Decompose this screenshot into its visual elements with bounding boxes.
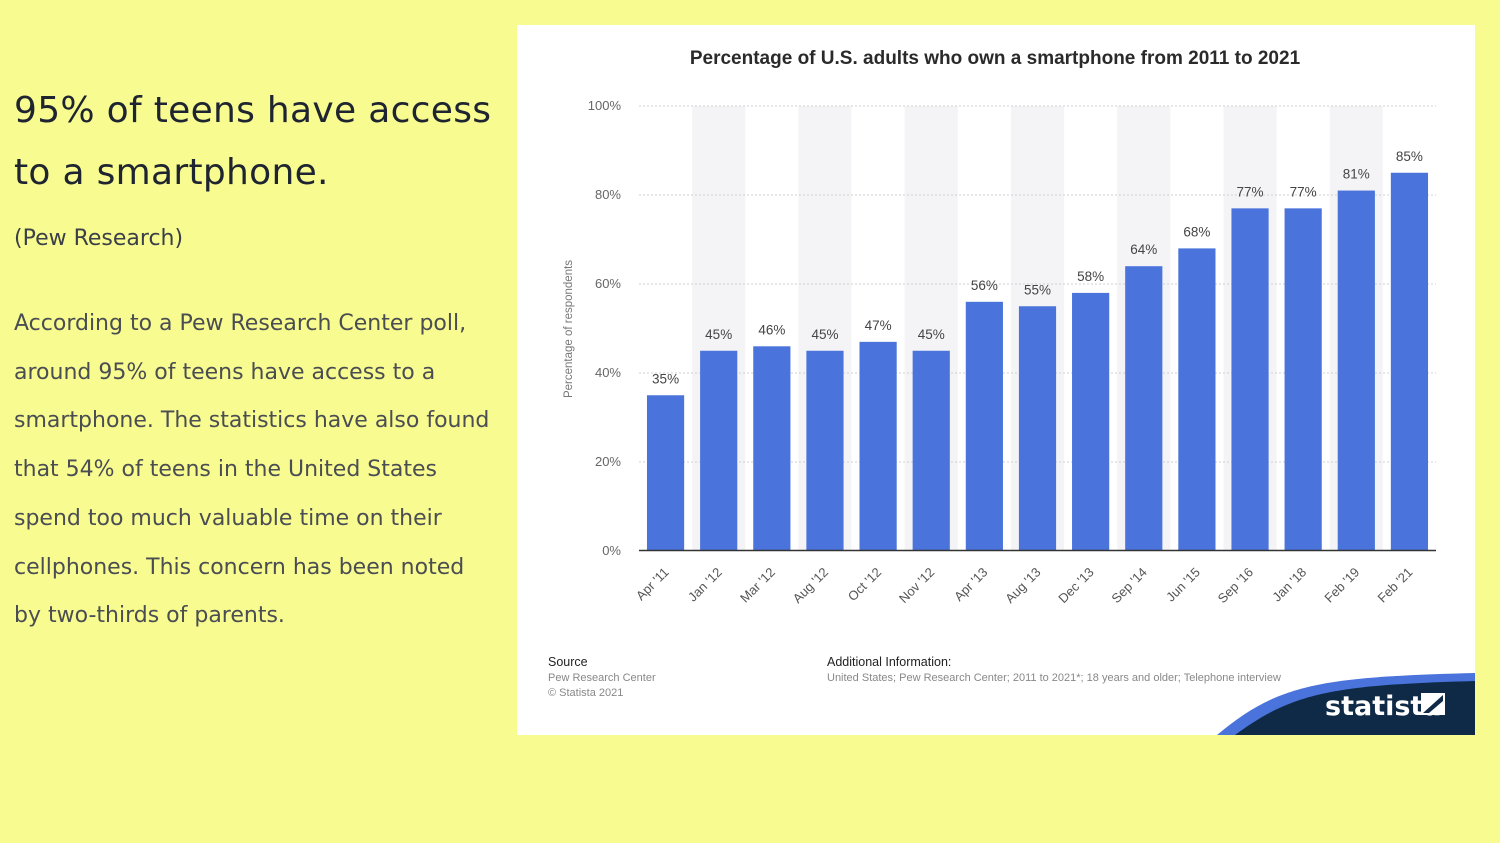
x-tick-label: Feb '19 [1321,565,1362,606]
footer-info-text: United States; Pew Research Center; 2011… [827,672,1281,684]
bar [1390,172,1429,551]
bar [646,395,685,551]
y-tick-label: 20% [595,454,621,469]
data-label: 55% [1024,282,1051,297]
x-tick-label: Aug '13 [1002,565,1043,606]
data-label: 85% [1396,149,1423,164]
brand-band [1235,681,1475,735]
bar [753,346,791,551]
bar [1125,266,1163,551]
x-tick-label: Dec '13 [1055,565,1096,606]
x-tick-label: Mar '12 [737,565,778,606]
bar [912,350,950,551]
data-label: 56% [971,278,998,293]
slide-heading: 95% of teens have access to a smartphone… [14,90,492,193]
bar [1284,208,1322,551]
x-tick-label: Jun '15 [1163,565,1203,605]
footer-source-name[interactable]: Pew Research Center [548,672,656,684]
footer-info-heading: Additional Information: [827,655,951,669]
data-label: 35% [652,371,679,386]
x-tick-label: Oct '12 [845,565,884,604]
data-label: 68% [1183,224,1210,239]
bar [859,341,897,551]
data-label: 45% [705,327,732,342]
bar [1337,190,1375,552]
bar [965,301,1003,551]
x-tick-label: Sep '16 [1215,565,1256,606]
bar [700,350,738,551]
bar [1178,248,1216,551]
data-label: 64% [1130,242,1157,257]
bar [806,350,844,551]
source-note: (Pew Research) [14,226,184,251]
bar [1072,292,1110,551]
x-tick-label: Nov '12 [896,565,937,606]
data-label: 77% [1290,184,1317,199]
data-label: 58% [1077,269,1104,284]
data-label: 77% [1237,184,1264,199]
data-label: 47% [865,318,892,333]
x-tick-label: Aug '12 [790,565,831,606]
y-axis-title: Percentage of respondents [563,260,575,398]
y-tick-label: 60% [595,276,621,291]
body-text: According to a Pew Research Center poll,… [14,311,490,629]
x-tick-label: Sep '14 [1108,565,1149,606]
chart-title: Percentage of U.S. adults who own a smar… [690,48,1301,69]
x-tick-label: Jan '18 [1269,565,1309,605]
y-tick-label: 100% [588,98,622,113]
data-label: 45% [811,327,838,342]
y-tick-label: 0% [602,543,621,558]
footer-copyright: © Statista 2021 [548,687,623,699]
chart-card: 0% 20% 40% 60% 80% 100% 35% 45% 46% 45% 47% 45% 56%… [517,25,1475,735]
x-tick-label: Feb '21 [1375,565,1416,606]
data-label: 45% [918,327,945,342]
data-label: 46% [758,322,785,337]
y-tick-label: 40% [595,365,621,380]
x-tick-label: Apr '13 [951,565,990,604]
bar-chart: 0% 20% 40% 60% 80% 100% 35% 45% 46% 45% 47% 45% 56%… [548,48,1475,735]
statista-logo-icon [1421,693,1445,715]
bar [1231,208,1269,551]
bar [1018,306,1057,551]
x-tick-label: Jan '12 [685,565,725,605]
data-label: 81% [1343,167,1370,182]
x-tick-label: Apr '11 [633,565,672,604]
footer-source-heading: Source [548,655,588,669]
y-tick-label: 80% [595,187,621,202]
